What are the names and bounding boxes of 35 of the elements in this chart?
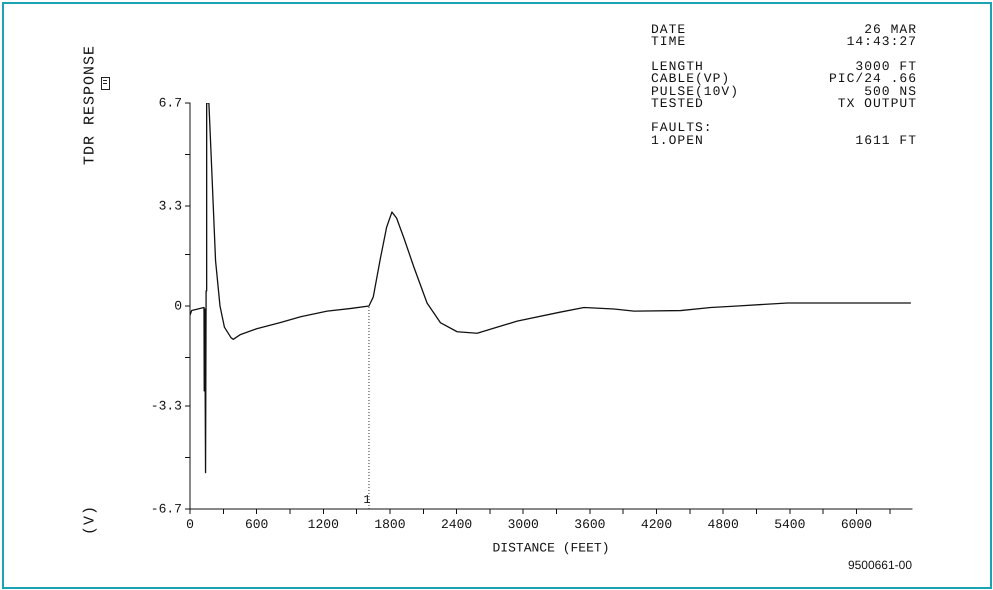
annotation: 1.OPEN — [651, 132, 704, 148]
x-tick-label: 3600 — [574, 517, 606, 532]
x-tick-label: 4200 — [640, 517, 672, 532]
x-axis-title: DISTANCE (FEET) — [492, 540, 610, 556]
text: 3000 FT — [855, 58, 917, 74]
x-tick-label: 3000 — [508, 517, 539, 532]
text: 14:43:27 — [846, 34, 917, 50]
x-tick-label: 600 — [244, 517, 268, 532]
text: 500 NS — [864, 84, 917, 98]
text: TIME — [651, 34, 686, 50]
x-tick-label: 2400 — [440, 517, 472, 532]
x-tick-label: 4800 — [708, 517, 739, 532]
x-tick-label: 6000 — [840, 517, 872, 532]
y-tick-label: -6.7 — [150, 501, 182, 516]
x-tick-label: 1200 — [308, 517, 339, 532]
text: 9500661-00 — [848, 558, 912, 572]
text: PULSE(10V) — [651, 84, 740, 98]
annotation: TX OUTPUT — [838, 96, 917, 111]
x-tick-label: 0 — [186, 517, 194, 532]
x-tick-label: 1800 — [374, 517, 406, 532]
text: LENGTH — [651, 58, 704, 74]
y-tick-label: 3.3 — [158, 198, 182, 214]
text: (V) — [82, 504, 98, 536]
x-tick-label: 5400 — [774, 517, 806, 532]
annotation: 1 — [363, 493, 371, 507]
y-tick-label: 6.7 — [158, 95, 182, 110]
text: 26 MAR — [864, 22, 917, 37]
y-tick-label: 0 — [174, 298, 182, 314]
y-axis-title: TDR RESPONSE — [82, 44, 98, 166]
text: CABLE(VP) — [651, 71, 730, 86]
text: PIC/24 .66 — [828, 71, 917, 86]
annotation: 1611 FT — [855, 132, 917, 148]
y-tick-label: -3.3 — [150, 398, 182, 414]
text: DATE — [651, 22, 686, 37]
annotation: FAULTS: — [651, 120, 713, 136]
